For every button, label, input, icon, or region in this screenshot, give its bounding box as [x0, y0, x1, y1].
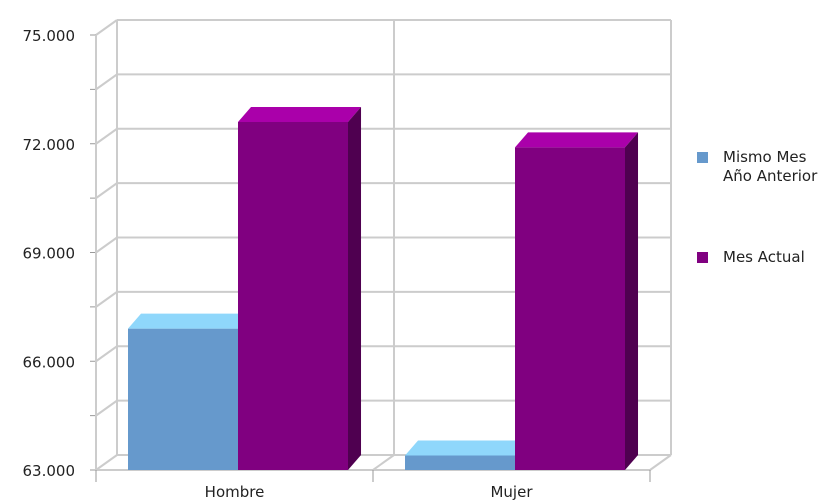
- bar-top: [128, 313, 252, 329]
- gridline-depth: [95, 73, 118, 91]
- y-tick-label: 72.000: [23, 136, 76, 154]
- gridline-depth: [95, 236, 118, 254]
- y-tick-label: 63.000: [23, 462, 76, 480]
- gridline-depth: [95, 127, 118, 145]
- gridline-depth: [95, 454, 118, 471]
- bar-side: [348, 107, 362, 470]
- y-tick-label: 69.000: [23, 245, 76, 263]
- floor-right-edge: [649, 454, 672, 471]
- legend-label-mismo-mes: Mismo Mes Año Anterior: [723, 148, 818, 185]
- bar: [405, 455, 515, 470]
- bar-top: [238, 107, 362, 122]
- gridline-depth: [95, 19, 118, 36]
- floor-divider: [372, 454, 395, 471]
- gridline-depth: [95, 399, 118, 417]
- legend-swatch-mes-actual: [697, 252, 708, 263]
- gridline-depth: [95, 345, 118, 363]
- gridline-depth: [95, 291, 118, 308]
- legend-swatch-mismo-mes: [697, 152, 708, 163]
- legend-item-mismo-mes[interactable]: Mismo Mes Año Anterior: [697, 148, 837, 186]
- bar: [515, 147, 625, 470]
- bar: [238, 122, 348, 470]
- bar-top: [515, 132, 639, 148]
- bar-top: [405, 440, 529, 456]
- legend-label-mes-actual: Mes Actual: [723, 248, 805, 266]
- x-tick-label: Hombre: [205, 483, 265, 500]
- y-tick-label: 75.000: [23, 27, 76, 45]
- legend-item-mes-actual[interactable]: Mes Actual: [697, 248, 837, 267]
- x-tick-label: Mujer: [490, 483, 533, 500]
- gridline-depth: [95, 182, 118, 199]
- legend: Mismo Mes Año Anterior Mes Actual: [697, 148, 837, 329]
- bar-side: [625, 132, 639, 470]
- bar: [128, 328, 238, 470]
- y-tick-label: 66.000: [23, 353, 76, 371]
